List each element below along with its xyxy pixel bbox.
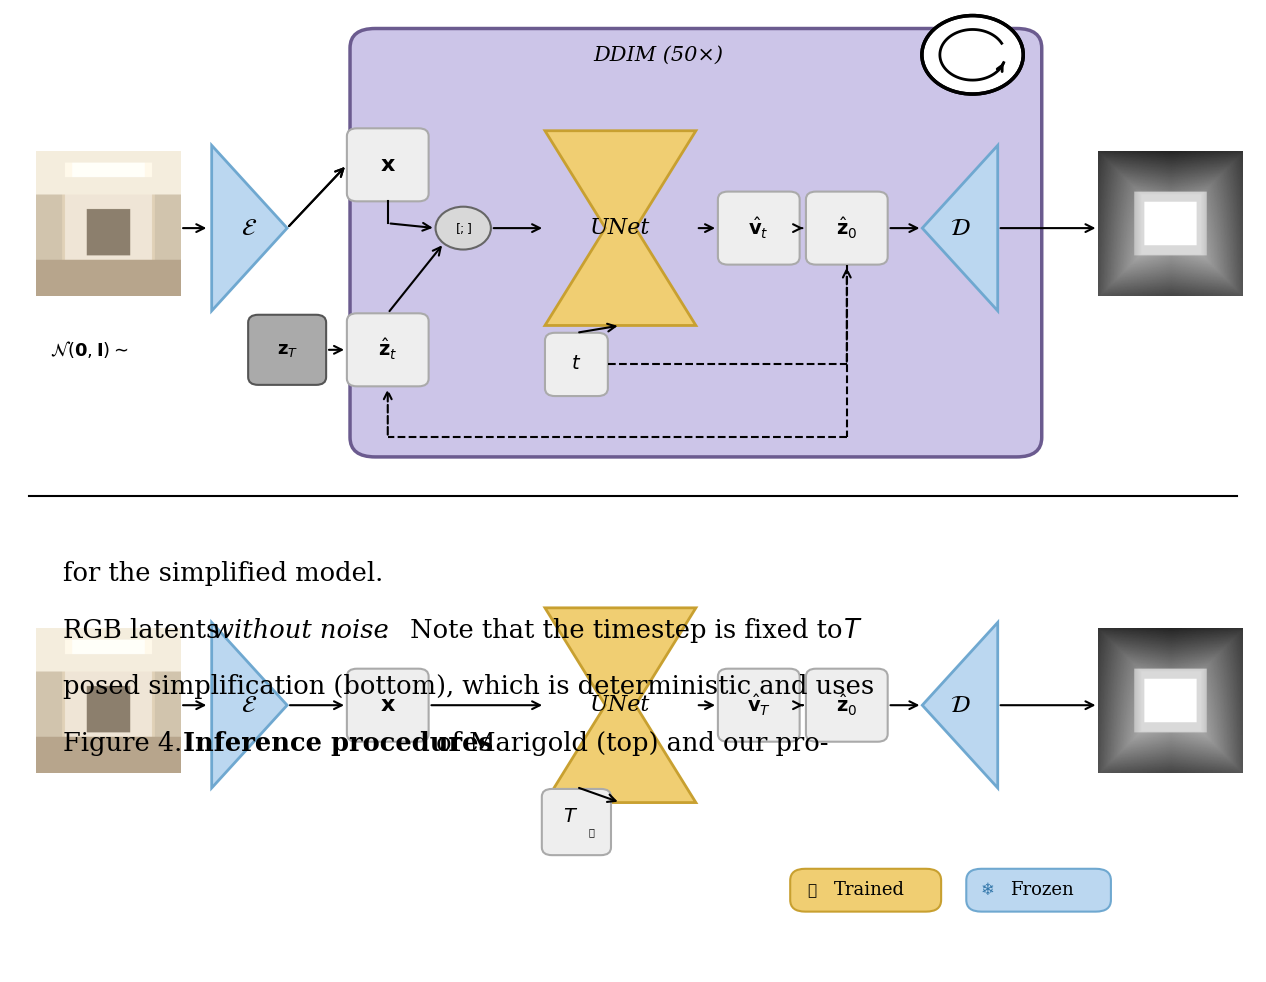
FancyBboxPatch shape xyxy=(542,789,611,855)
Text: without noise: without noise xyxy=(211,618,389,643)
FancyBboxPatch shape xyxy=(806,669,887,741)
Text: $\mathcal{D}$: $\mathcal{D}$ xyxy=(950,217,970,240)
Text: ❄: ❄ xyxy=(981,881,995,900)
Text: Frozen: Frozen xyxy=(1010,881,1074,900)
Text: $T$: $T$ xyxy=(562,808,577,826)
Circle shape xyxy=(922,16,1023,94)
Text: $\hat{\mathbf{v}}_t$: $\hat{\mathbf{v}}_t$ xyxy=(748,215,770,241)
Text: $\mathcal{E}$: $\mathcal{E}$ xyxy=(242,693,257,717)
Polygon shape xyxy=(922,623,998,788)
Polygon shape xyxy=(544,131,696,325)
FancyBboxPatch shape xyxy=(248,315,327,385)
FancyBboxPatch shape xyxy=(718,191,800,264)
Text: $\hat{\mathbf{z}}_0$: $\hat{\mathbf{z}}_0$ xyxy=(836,215,857,241)
Text: $\hat{\mathbf{z}}_0$: $\hat{\mathbf{z}}_0$ xyxy=(836,692,857,718)
Text: Trained: Trained xyxy=(834,881,905,900)
Text: $\hat{\mathbf{v}}_T$: $\hat{\mathbf{v}}_T$ xyxy=(747,692,771,718)
Text: 🔥: 🔥 xyxy=(806,883,817,898)
Text: RGB latents: RGB latents xyxy=(63,618,228,643)
FancyBboxPatch shape xyxy=(806,191,887,264)
Text: $\mathbf{x}$: $\mathbf{x}$ xyxy=(380,154,396,176)
Text: $\mathcal{N}(\mathbf{0},\mathbf{I})\sim$: $\mathcal{N}(\mathbf{0},\mathbf{I})\sim$ xyxy=(51,340,129,360)
Text: .  Note that the timestep is fixed to: . Note that the timestep is fixed to xyxy=(381,618,856,643)
Text: posed simplification (bottom), which is deterministic and uses: posed simplification (bottom), which is … xyxy=(63,675,875,699)
Text: $\mathcal{E}$: $\mathcal{E}$ xyxy=(242,217,257,240)
FancyBboxPatch shape xyxy=(966,869,1110,911)
Text: $\hat{\mathbf{z}}_t$: $\hat{\mathbf{z}}_t$ xyxy=(379,337,398,362)
FancyBboxPatch shape xyxy=(347,669,429,741)
Polygon shape xyxy=(544,608,696,802)
Text: $\mathcal{D}$: $\mathcal{D}$ xyxy=(950,693,970,717)
Text: Figure 4.: Figure 4. xyxy=(63,731,204,756)
Text: $\mathbf{z}_T$: $\mathbf{z}_T$ xyxy=(276,341,298,358)
FancyBboxPatch shape xyxy=(347,129,429,201)
Text: of Marigold (top) and our pro-: of Marigold (top) and our pro- xyxy=(428,731,828,756)
FancyBboxPatch shape xyxy=(349,28,1042,457)
Text: for the simplified model.: for the simplified model. xyxy=(63,562,384,586)
Text: UNet: UNet xyxy=(590,217,651,239)
Circle shape xyxy=(436,206,491,249)
Text: $t$: $t$ xyxy=(571,355,581,373)
Polygon shape xyxy=(211,623,287,788)
Text: Inference procedures: Inference procedures xyxy=(182,731,492,756)
Text: $\mathbf{x}$: $\mathbf{x}$ xyxy=(380,694,396,716)
Text: $[;]$: $[;]$ xyxy=(454,221,472,236)
Polygon shape xyxy=(922,145,998,311)
Text: UNet: UNet xyxy=(590,694,651,716)
FancyBboxPatch shape xyxy=(347,313,429,386)
Polygon shape xyxy=(211,145,287,311)
Text: 🔒: 🔒 xyxy=(589,827,595,837)
Text: $T$: $T$ xyxy=(843,618,862,643)
Text: DDIM (50×): DDIM (50×) xyxy=(594,45,723,64)
FancyBboxPatch shape xyxy=(718,669,800,741)
FancyBboxPatch shape xyxy=(790,869,941,911)
FancyBboxPatch shape xyxy=(544,333,608,396)
